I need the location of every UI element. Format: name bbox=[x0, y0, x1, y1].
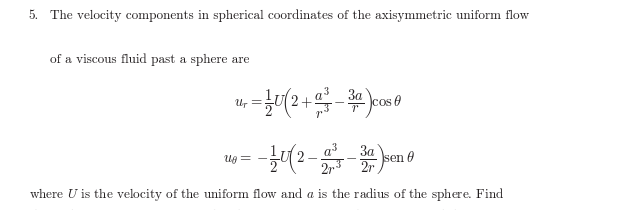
Text: $u_r = \dfrac{1}{2}U\!\left(2 + \dfrac{a^3}{r^3} - \dfrac{3a}{r}\right)\!\cos\th: $u_r = \dfrac{1}{2}U\!\left(2 + \dfrac{a… bbox=[234, 85, 403, 121]
Text: 5.: 5. bbox=[29, 9, 39, 22]
Text: of a viscous fluid past a sphere are: of a viscous fluid past a sphere are bbox=[50, 54, 249, 66]
Text: The velocity components in spherical coordinates of the axisymmetric uniform flo: The velocity components in spherical coo… bbox=[50, 9, 529, 22]
Text: $u_\theta = -\dfrac{1}{2}U\!\left(2 - \dfrac{a^3}{2r^3} - \dfrac{3a}{2r}\right)\: $u_\theta = -\dfrac{1}{2}U\!\left(2 - \d… bbox=[223, 142, 414, 177]
Text: where $U$ is the velocity of the uniform flow and $a$ is the radius of the spher: where $U$ is the velocity of the uniform… bbox=[29, 186, 504, 203]
